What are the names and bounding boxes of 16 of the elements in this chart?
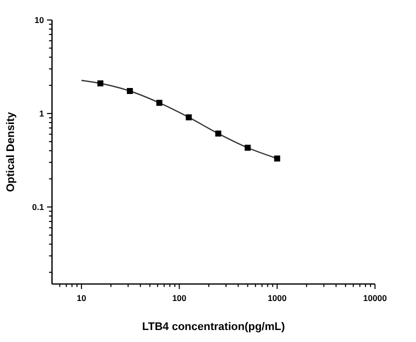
point xyxy=(274,156,280,162)
x-tick-label: 10000 xyxy=(363,293,388,303)
x-tick-label: 1000 xyxy=(268,293,287,303)
point xyxy=(215,130,222,137)
y-tick-label: 10 xyxy=(34,15,44,25)
point xyxy=(244,144,251,151)
point xyxy=(126,88,133,94)
point xyxy=(156,100,162,106)
x-axis-title: LTB4 concentration(pg/mL) xyxy=(142,321,286,333)
point xyxy=(186,114,192,120)
y-tick-label: 0.1 xyxy=(32,202,44,212)
x-tick-label: 100 xyxy=(172,293,187,303)
y-axis-title: Optical Density xyxy=(5,111,17,192)
x-tick-label: 10 xyxy=(76,293,86,303)
point xyxy=(97,80,104,86)
y-tick-label: 1 xyxy=(39,108,44,118)
